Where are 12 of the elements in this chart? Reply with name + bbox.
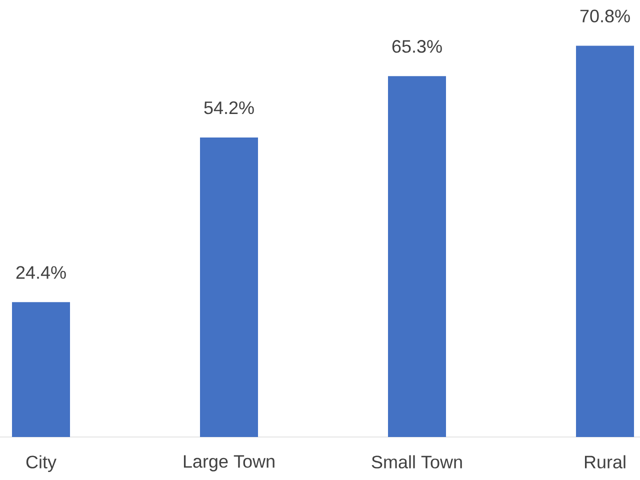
- x-tick-label: Small Town: [372, 455, 462, 468]
- data-label: 65.3%: [392, 40, 442, 53]
- bar: [576, 46, 634, 437]
- x-tick-label: Rural: [584, 455, 626, 468]
- data-label: 54.2%: [204, 101, 254, 114]
- x-tick-label: City: [26, 455, 56, 472]
- x-tick-label: Large Town: [184, 455, 274, 472]
- bar: [200, 138, 258, 437]
- bar: [388, 76, 446, 437]
- bar: [12, 302, 70, 437]
- data-label: 70.8%: [580, 10, 630, 22]
- data-label: 24.4%: [16, 266, 66, 279]
